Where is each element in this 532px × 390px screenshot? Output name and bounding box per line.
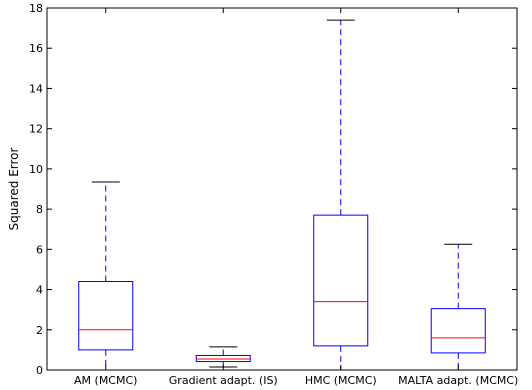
y-tick-label: 2 (36, 324, 43, 337)
box-4 (430, 243, 486, 371)
x-tick-label: AM (MCMC) (74, 374, 137, 387)
y-tick-label: 6 (36, 243, 43, 256)
box-iqr (430, 308, 486, 354)
box-1 (78, 181, 134, 371)
plot-frame (46, 7, 518, 371)
box-series (78, 19, 486, 371)
y-tick-label: 16 (29, 42, 43, 55)
x-tick-label: MALTA adapt. (MCMC) (398, 374, 518, 387)
y-axis-label: Squared Error (7, 147, 21, 230)
y-axis: 0 2 4 6 8 10 12 14 16 18 (29, 2, 517, 377)
x-tick-label: HMC (MCMC) (305, 374, 377, 387)
y-tick-label: 18 (29, 2, 43, 15)
box-iqr (78, 281, 134, 351)
y-tick-label: 8 (36, 203, 43, 216)
box-iqr (313, 214, 369, 347)
box-2 (195, 346, 251, 368)
y-tick-label: 14 (29, 82, 43, 95)
x-tick-label: Gradient adapt. (IS) (169, 374, 278, 387)
plot-area (46, 7, 518, 371)
box-3 (313, 19, 369, 371)
x-axis: AM (MCMC) Gradient adapt. (IS) HMC (MCMC) M… (74, 8, 518, 387)
y-tick-label: 12 (29, 123, 43, 136)
y-tick-label: 4 (36, 284, 43, 297)
y-tick-label: 10 (29, 163, 43, 176)
y-tick-label: 0 (36, 364, 43, 377)
